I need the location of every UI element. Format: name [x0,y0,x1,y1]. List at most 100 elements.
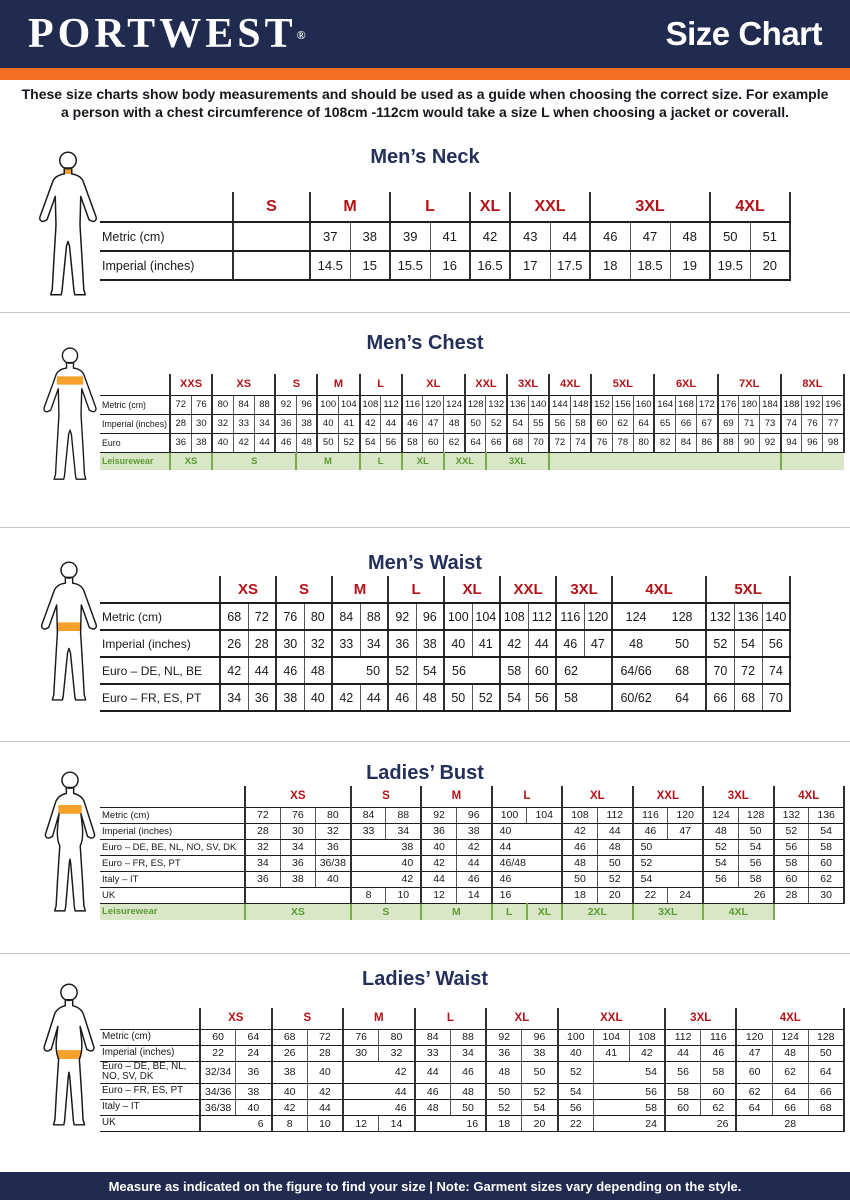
row-label: Euro – DE, BE, NL, NO, SV, DK [100,1061,200,1085]
table-cell: 54 [521,1099,558,1117]
table-cell: 42 [499,630,529,658]
table-cell: 196 [822,395,846,415]
table-cell: 22 [631,887,668,904]
table-cell: 34/36 [199,1083,236,1101]
leisurewear-row: Leisurewear XS S M L XL 2XL 3XL 4XL [100,903,844,920]
table-cell: 36/38 [314,855,351,872]
size-group-header: S [275,576,333,604]
table-cell: 136 [505,395,529,415]
table-cell: 48 [443,414,465,434]
header-spacer [100,192,233,223]
table-cell: 72 [548,433,571,453]
table-cell: 8 [349,887,386,904]
table-cell: 148 [569,395,592,415]
row-label: Euro [100,433,170,453]
table-cell: 58 [569,414,592,434]
table-cell: 18 [589,251,631,281]
table-cell: 96 [295,395,318,415]
table-cell: 56 [548,414,571,434]
table-cell: 72 [247,603,277,631]
table-cell: 62 [808,871,846,888]
size-table: XXS XS S M L XL XXL 3XL 4XL 5XL 6XL 7XL 8XL Metric (c… [100,374,846,470]
table-cell: 32 [211,414,234,434]
table-cell: 64 [632,414,655,434]
brand-logo-text: PORTWEST [28,11,297,57]
size-group-header: XS [244,786,351,808]
table-cell: 18 [561,887,598,904]
table-cell: 48 [611,630,660,658]
table-cell: 34 [219,684,248,712]
table-cell: 152 [590,395,613,415]
table-cell: 124 [771,1029,809,1046]
table-cell: 168 [674,395,697,415]
size-group-header: L [389,192,471,223]
table-cell: 50 [449,1099,487,1117]
table-cell: 50 [807,1045,845,1062]
table-cell: 54 [631,871,704,888]
table-cell: 42 [469,222,511,252]
table-cell: 48 [702,823,739,840]
table-cell: 80 [632,433,655,453]
size-table: XS S M L XL XXL 3XL 4XL Metric (cm) 60 64 68 72 76 80 8… [100,1008,845,1133]
table-cell: 48 [669,222,711,252]
table-cell: 44 [380,414,402,434]
table-cell: 52 [596,871,633,888]
table-cell: 50 [331,657,389,685]
table-cell: 30 [342,1045,379,1062]
table-cell: 132 [772,807,809,824]
table-cell: 34 [279,839,316,856]
table-cell: 66 [674,414,697,434]
table-cell: 120 [422,395,444,415]
table-cell: 82 [653,433,676,453]
leisurewear-cell [779,452,844,470]
leisurewear-cell: S [349,903,422,920]
size-group-header: S [232,192,310,223]
size-group-header: M [308,192,391,223]
table-cell: 92 [759,433,781,453]
row-label: Metric (cm) [100,222,233,252]
table-cell: 42 [219,657,248,685]
size-table: XS S M L XL XXL 3XL 4XL Metric (cm) 72 76 80 84 88 92 9… [100,786,846,920]
table-cell: 94 [779,433,802,453]
table-cell: 28 [306,1045,344,1062]
table-cell: 40 [420,839,457,856]
table-cell: 20 [749,251,792,281]
table-cell: 34 [385,823,422,840]
table-cell: 52 [387,657,417,685]
table-cell: 140 [527,395,550,415]
table-cell: 36/38 [199,1099,236,1117]
table-cell: 100 [556,1029,594,1046]
table-cell: 18 [485,1115,522,1133]
table-cell: 60 [590,414,613,434]
row-label: Imperial (inches) [100,1045,200,1062]
size-group-header: XXL [556,1008,665,1030]
table-cell: 184 [759,395,781,415]
table-cell: 41 [337,414,360,434]
table-cell: 124 [611,603,660,631]
table-cell: 136 [733,603,763,631]
table-cell: 50 [709,222,751,252]
table-cell: 42 [561,823,598,840]
table-cell: 40 [306,1061,344,1085]
size-group-header: 4XL [772,786,846,808]
table-cell: 56 [380,433,402,453]
table-cell: 52 [705,630,735,658]
table-cell: 172 [696,395,718,415]
table-cell: 76 [342,1029,379,1046]
measure-band [58,805,82,814]
table-cell: 38 [190,433,213,453]
table-cell: 42 [349,871,422,888]
table-cell: 52 [485,1099,522,1117]
row-label: Italy – IT [100,1099,200,1117]
table-cell: 22 [199,1045,236,1062]
header-bar: PORTWEST® Size Chart [0,0,850,68]
table-cell: 41 [429,222,471,252]
table-cell: 28 [772,887,809,904]
table-cell: 52 [556,1061,594,1085]
size-group-header: XS [218,576,277,604]
size-group-header: S [274,374,318,396]
table-cell: 48 [485,1061,522,1085]
table-cell: 50 [521,1061,558,1085]
section-title: Men’s Neck [370,146,480,168]
